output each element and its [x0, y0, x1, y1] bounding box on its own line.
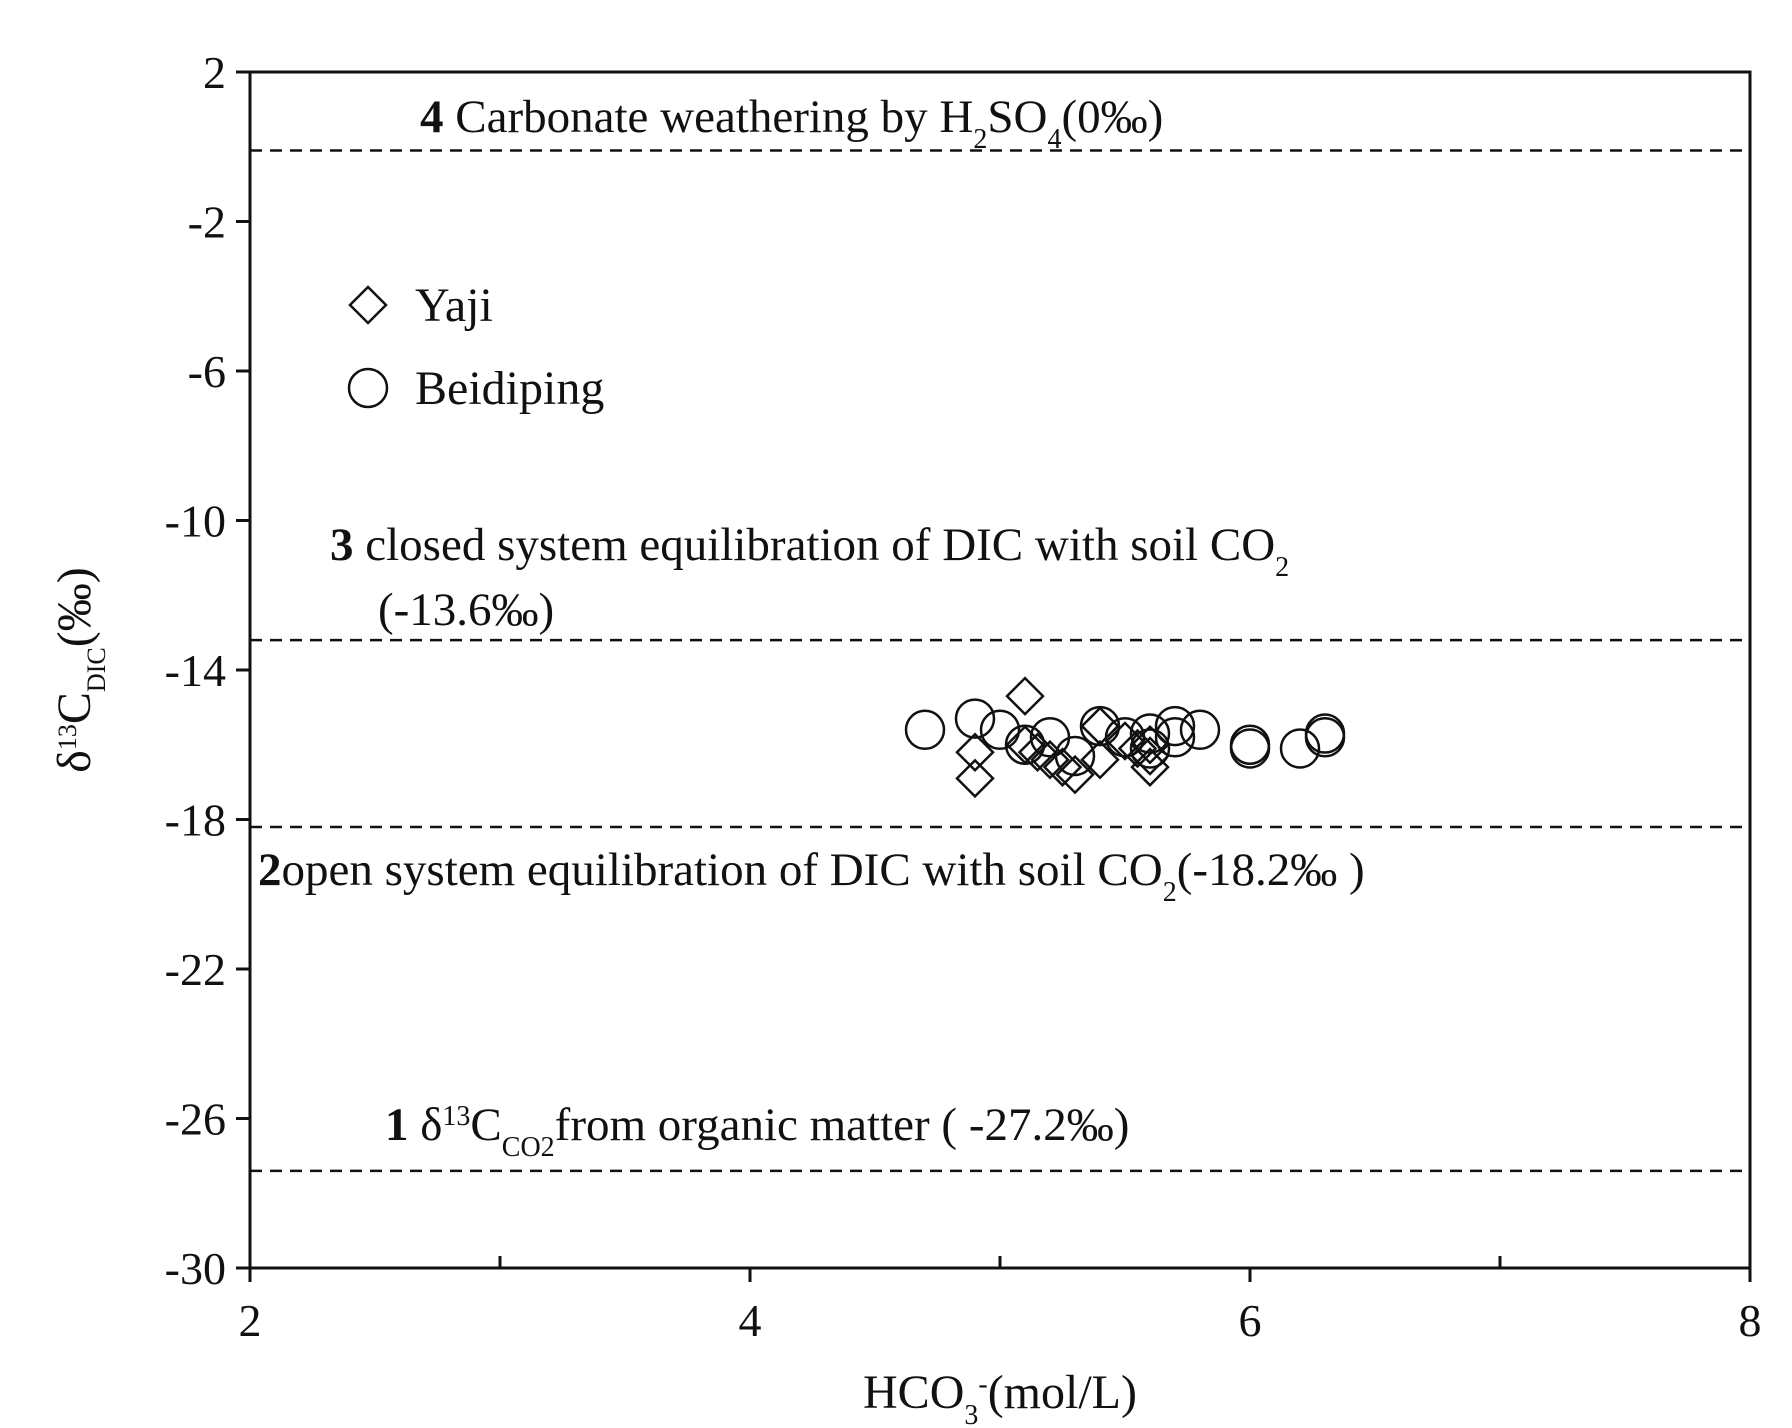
- y-tick-label: -22: [165, 944, 226, 995]
- y-tick-label: -6: [188, 346, 226, 397]
- beidiping-point: [1179, 709, 1221, 751]
- beidiping-point: [1229, 724, 1271, 765]
- x-axis-title: HCO3-(mol/L): [863, 1366, 1137, 1428]
- x-tick-label: 8: [1739, 1295, 1762, 1346]
- yaji-point: [1017, 732, 1058, 772]
- y-tick-label: -2: [188, 197, 226, 248]
- yaji-point: [1030, 739, 1070, 780]
- x-axis: 2 4 6 8: [239, 1256, 1762, 1346]
- beidiping-point: [1304, 717, 1346, 758]
- beidiping-point: [979, 709, 1021, 751]
- legend-marker-beidiping: [347, 367, 389, 409]
- yaji-point: [1042, 747, 1083, 787]
- y-tick-label: -18: [165, 795, 226, 846]
- beidiping-point: [1279, 728, 1321, 769]
- y-axis-title: δ13CDIC(‰): [48, 567, 111, 772]
- x-tick-label: 2: [239, 1295, 262, 1346]
- reference-label-1: 1 δ13CCO2from organic matter ( -27.2‰): [385, 1099, 1129, 1163]
- beidiping-point: [1154, 717, 1196, 758]
- yaji-point: [1055, 754, 1095, 795]
- legend-label-beidiping: Beidiping: [415, 362, 604, 415]
- y-tick-label: -30: [165, 1243, 226, 1294]
- beidiping-point: [954, 698, 996, 739]
- plot-frame: [248, 70, 1752, 1270]
- reference-label-3: 3 closed system equilibration of DIC wit…: [330, 519, 1289, 583]
- reference-label-2: 2open system equilibration of DIC with s…: [258, 844, 1365, 908]
- beidiping-point: [1129, 713, 1171, 754]
- beidiping-point: [1129, 728, 1171, 769]
- yaji-point: [1117, 728, 1158, 769]
- beidiping-point: [1104, 717, 1146, 758]
- yaji-point: [1080, 739, 1120, 780]
- beidiping-point: [1154, 705, 1196, 747]
- data-points: [904, 676, 1346, 799]
- reference-label-3-line2: (-13.6‰): [378, 584, 554, 636]
- y-axis: 2 -2 -6 -10 -14 -18 -22 -26 -30: [165, 47, 250, 1294]
- yaji-point: [1005, 676, 1045, 716]
- reference-label-4: 4 Carbonate weathering by H2SO4(0‰): [420, 91, 1163, 155]
- yaji-point: [955, 732, 995, 772]
- beidiping-point: [904, 709, 946, 751]
- y-tick-label: -14: [165, 645, 226, 696]
- beidiping-point: [1054, 735, 1096, 777]
- beidiping-point: [1004, 724, 1046, 765]
- y-tick-label: 2: [203, 47, 226, 98]
- beidiping-point: [1079, 705, 1121, 747]
- x-tick-label: 4: [739, 1295, 762, 1346]
- beidiping-point: [1229, 728, 1271, 769]
- yaji-point: [955, 758, 995, 799]
- y-tick-label: -26: [165, 1094, 226, 1145]
- legend-label-yaji: Yaji: [415, 279, 493, 332]
- x-tick-label: 6: [1239, 1295, 1262, 1346]
- y-tick-label: -10: [165, 496, 226, 547]
- legend: Yaji Beidiping: [347, 279, 604, 415]
- reference-lines: 4 Carbonate weathering by H2SO4(0‰) 3 clo…: [250, 91, 1750, 1173]
- legend-marker-yaji: [348, 285, 388, 325]
- yaji-point: [1130, 747, 1170, 787]
